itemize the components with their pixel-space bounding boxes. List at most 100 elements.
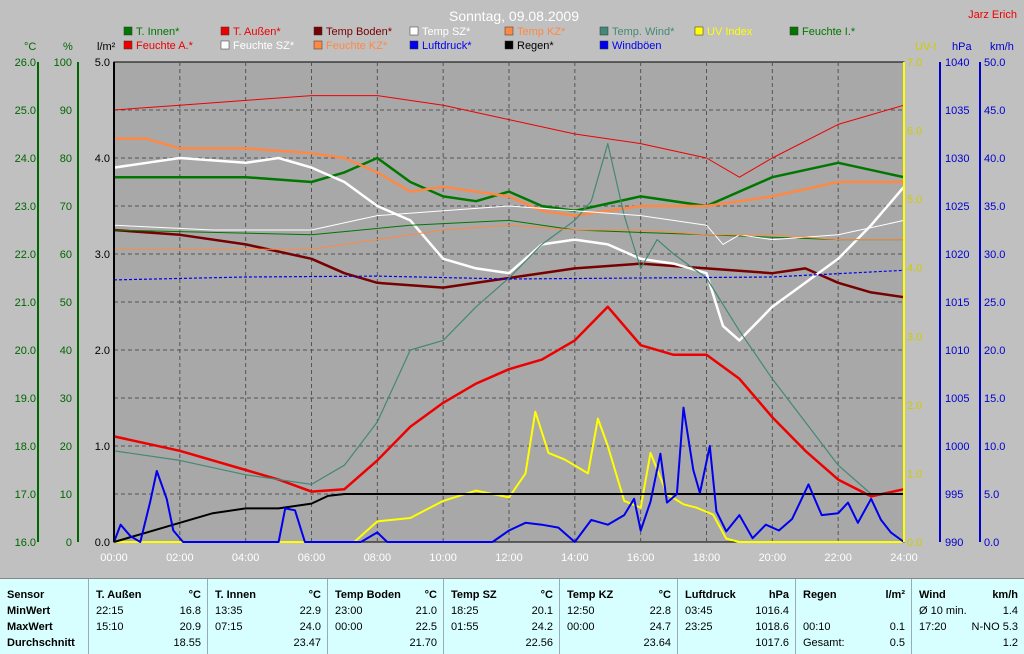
axis-tick-wind: 20.0 [984, 345, 1005, 357]
stats-row: 23.64 [567, 637, 671, 652]
stats-row: MinWert [7, 605, 82, 620]
legend-label: Feuchte I.* [802, 26, 856, 38]
stats-row-label: MinWert [7, 605, 51, 617]
stats-row-value: 22.8 [649, 605, 671, 617]
axis-unit-pressure: hPa [952, 41, 972, 53]
axis-tick-wind: 45.0 [984, 105, 1005, 117]
stats-row: 23.47 [215, 637, 321, 652]
stats-row-label: 07:15 [215, 621, 243, 633]
series-line [114, 156, 905, 213]
stats-col: Luftdruck hPa 03:45 1016.4 23:25 1018.6 1017.6 [677, 579, 795, 654]
axis-tick-temp: 17.0 [15, 489, 36, 501]
legend-swatch [599, 26, 609, 36]
stats-col-unit: km/h [992, 589, 1018, 601]
stats-row-value: 16.8 [179, 605, 201, 617]
stats-col-unit: °C [424, 589, 437, 601]
x-tick: 20:00 [759, 552, 787, 564]
axis-tick-humidity: 50 [60, 297, 72, 309]
stats-col-title: Temp SZ [451, 589, 497, 601]
stats-row-value: N-NO 5.3 [971, 621, 1018, 633]
stats-col-unit: °C [308, 589, 321, 601]
series-line [113, 493, 904, 543]
axis-tick-rain: 5.0 [95, 57, 110, 69]
series-layer [113, 95, 905, 543]
series-line [113, 305, 905, 498]
stats-col: Wind km/h Ø 10 min. 1.4 17:20 N-NO 5.3 1.2 [911, 579, 1024, 654]
stats-row-label: 00:10 [803, 621, 831, 633]
legend-label: Luftdruck* [422, 40, 472, 52]
stats-row: 01:55 24.2 [451, 621, 553, 636]
x-tick: 22:00 [824, 552, 852, 564]
x-tick: 10:00 [429, 552, 457, 564]
stats-row-label: 23:00 [335, 605, 363, 617]
stats-col-unit: °C [188, 589, 201, 601]
axis-tick-humidity: 20 [60, 441, 72, 453]
axis-tick-humidity: 80 [60, 153, 72, 165]
legend-label: Temp SZ* [422, 26, 471, 38]
stats-row: 23:25 1018.6 [685, 621, 789, 636]
stats-row-value: 21.70 [409, 637, 437, 649]
axis-tick-temp: 19.0 [15, 393, 36, 405]
x-tick: 04:00 [232, 552, 260, 564]
stats-row-label: 00:00 [335, 621, 363, 633]
axis-tick-rain: 3.0 [95, 249, 110, 261]
legend-label: Windböen [612, 40, 662, 52]
stats-row-value: 21.0 [415, 605, 437, 617]
legend-label: T. Innen* [136, 26, 180, 38]
stats-row: Gesamt: 0.5 [803, 637, 905, 652]
stats-col: Sensor MinWert MaxWert Durchschnitt [0, 579, 88, 654]
stats-row: 18:25 20.1 [451, 605, 553, 620]
stats-row-value: 1018.6 [755, 621, 789, 633]
stats-col-unit: hPa [768, 589, 789, 601]
stats-row-label: 01:55 [451, 621, 479, 633]
stats-row: Ø 10 min. 1.4 [919, 605, 1018, 620]
axis-tick-temp: 20.0 [15, 345, 36, 357]
stats-col-title: Temp KZ [567, 589, 614, 601]
axis-tick-rain: 0.0 [95, 537, 110, 549]
axis-tick-uv: 3.0 [907, 331, 922, 343]
legend-swatch [504, 26, 514, 36]
stats-col: T. Außen °C 22:15 16.8 15:10 20.9 18.55 [88, 579, 207, 654]
stats-row-value: 24.2 [531, 621, 553, 633]
x-tick: 24:00 [890, 552, 918, 564]
axis-tick-wind: 0.0 [984, 537, 999, 549]
series-line [113, 406, 905, 543]
legend-swatch [123, 40, 133, 50]
stats-row: 13:35 22.9 [215, 605, 321, 620]
legend: T. Innen* T. Außen* Temp Boden* Temp SZ* Tem… [123, 26, 856, 52]
stats-row-value: 20.1 [531, 605, 553, 617]
axis-unit-humidity: % [63, 41, 73, 53]
axis-tick-pressure: 1035 [945, 105, 969, 117]
series-line [113, 269, 905, 281]
stats-row-value: 22.9 [299, 605, 321, 617]
stats-row: 21.70 [335, 637, 437, 652]
axis-tick-temp: 22.0 [15, 249, 36, 261]
legend-swatch [409, 26, 419, 36]
axis-tick-wind: 15.0 [984, 393, 1005, 405]
stats-row: 00:10 0.1 [803, 621, 905, 636]
axis-tick-pressure: 1025 [945, 201, 969, 213]
stats-row: 00:00 22.5 [335, 621, 437, 636]
stats-row: Durchschnitt [7, 637, 82, 652]
stats-row: 07:15 24.0 [215, 621, 321, 636]
stats-row: MaxWert [7, 621, 82, 636]
stats-row-label: 13:35 [215, 605, 243, 617]
grid [114, 62, 904, 542]
stats-col-title: Wind [919, 589, 946, 601]
series-line [114, 137, 904, 217]
axis-tick-temp: 26.0 [15, 57, 36, 69]
axis-tick-rain: 2.0 [95, 345, 110, 357]
legend-swatch [313, 40, 323, 50]
axis-tick-temp: 18.0 [15, 441, 36, 453]
stats-row-label: Gesamt: [803, 637, 845, 649]
legend-swatch [313, 26, 323, 36]
chart-title: Sonntag, 09.08.2009 [449, 8, 579, 24]
stats-row: 22:15 16.8 [96, 605, 201, 620]
axis-tick-humidity: 90 [60, 105, 72, 117]
axis-tick-uv: 2.0 [907, 400, 922, 412]
axis-tick-humidity: 60 [60, 249, 72, 261]
stats-row-label: 00:00 [567, 621, 595, 633]
stats-col: T. Innen °C 13:35 22.9 07:15 24.0 23.47 [207, 579, 327, 654]
axis-tick-wind: 35.0 [984, 201, 1005, 213]
stats-row-value: 22.56 [525, 637, 553, 649]
